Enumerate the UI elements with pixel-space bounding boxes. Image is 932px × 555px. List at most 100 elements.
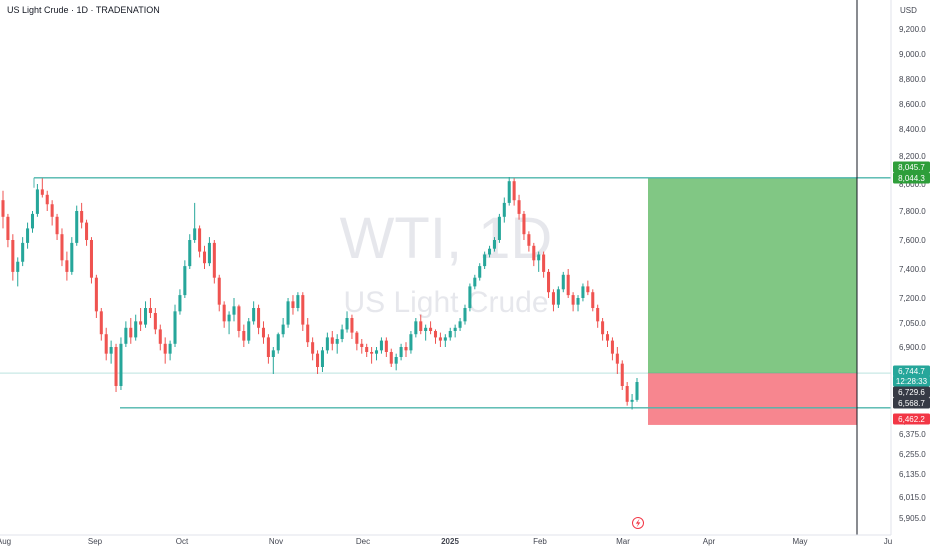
- lightning-icon[interactable]: [632, 517, 644, 529]
- range-box[interactable]: [33, 177, 891, 409]
- y-tick-label: 7,200.0: [899, 294, 926, 303]
- candle: [537, 251, 541, 272]
- y-tick-label: 8,600.0: [899, 100, 926, 109]
- candle-body: [89, 240, 93, 278]
- candle: [207, 237, 211, 267]
- currency-label: USD: [900, 6, 917, 15]
- stop-zone: [648, 373, 857, 425]
- candle: [247, 318, 251, 344]
- badge-target-high-bg: [893, 161, 930, 173]
- price-axis[interactable]: USD 9,200.0 9,000.0 8,800.0 8,600.0 8,400.0 8,…: [890, 0, 932, 535]
- x-tick-label: Mar: [616, 537, 630, 546]
- candle: [517, 194, 521, 220]
- candle-body: [473, 277, 477, 287]
- candle-body: [635, 382, 639, 400]
- candle: [94, 274, 98, 318]
- x-tick-label: May: [792, 537, 807, 546]
- candle-body: [30, 213, 35, 229]
- candle-body: [497, 216, 501, 240]
- candle: [581, 283, 585, 302]
- candle: [227, 311, 231, 335]
- candle-body: [26, 228, 30, 243]
- candle: [183, 260, 187, 298]
- candle-body: [1, 200, 5, 217]
- candle: [85, 219, 89, 246]
- candle: [370, 347, 374, 364]
- candle: [114, 343, 118, 392]
- x-tick-label: Dec: [356, 537, 370, 546]
- y-tick-label: 7,800.0: [899, 207, 926, 216]
- candle: [60, 228, 64, 267]
- candle-body: [581, 286, 585, 298]
- candle: [527, 231, 531, 252]
- candle: [266, 334, 270, 364]
- candle-body: [55, 216, 59, 235]
- candle: [35, 184, 39, 217]
- candle-body: [384, 340, 388, 352]
- candle: [350, 314, 354, 339]
- candle-body: [173, 311, 177, 344]
- candle-body: [615, 353, 619, 364]
- candle-body: [468, 286, 472, 308]
- candle-body: [45, 194, 49, 205]
- candle-body: [109, 347, 113, 354]
- candle: [335, 334, 339, 354]
- candle: [345, 311, 349, 333]
- candle-body: [374, 350, 379, 354]
- y-tick-label: 9,000.0: [899, 50, 926, 59]
- badge-current-bg: [893, 386, 930, 398]
- candle-body: [193, 228, 197, 240]
- candle-body: [438, 337, 442, 341]
- candle-body: [551, 292, 555, 305]
- candle: [158, 324, 162, 351]
- candle: [330, 331, 334, 351]
- y-tick-label: 8,400.0: [899, 125, 926, 134]
- candle-body: [276, 334, 280, 351]
- x-tick-label: Ju: [884, 537, 892, 546]
- candle-body: [232, 306, 236, 315]
- candle: [522, 211, 526, 240]
- candle: [458, 318, 462, 331]
- candle: [148, 298, 152, 318]
- candle: [212, 240, 216, 284]
- long-position-tool[interactable]: [0, 177, 891, 425]
- candle: [379, 337, 383, 354]
- candle: [438, 332, 442, 347]
- candle: [6, 213, 10, 248]
- candle: [443, 334, 447, 347]
- candle-body: [306, 324, 310, 343]
- candle-body: [365, 347, 369, 352]
- candle: [21, 237, 25, 267]
- candle: [424, 324, 428, 341]
- candle-body: [99, 311, 103, 335]
- candle-body: [237, 306, 241, 331]
- badge-target-bg: [893, 172, 930, 184]
- candle: [630, 394, 634, 410]
- candle: [261, 321, 266, 344]
- candle: [483, 251, 487, 269]
- candle: [399, 343, 403, 361]
- candle: [306, 318, 310, 347]
- candle-body: [483, 254, 487, 267]
- candle: [542, 251, 546, 278]
- candle: [99, 308, 103, 341]
- candle-body: [153, 313, 157, 330]
- candle-body: [242, 331, 246, 341]
- candle-body: [448, 331, 452, 338]
- badge-target-high: 8,045.7: [898, 163, 925, 172]
- candle-body: [527, 234, 531, 246]
- candle-body: [610, 340, 614, 354]
- candle: [419, 314, 423, 335]
- candle-body: [556, 289, 560, 305]
- candle: [502, 197, 506, 223]
- candle-body: [458, 321, 462, 328]
- candle: [605, 331, 610, 347]
- candle-body: [404, 347, 408, 351]
- time-axis[interactable]: Aug Sep Oct Nov Dec 2025 Feb Mar Apr May Ju: [0, 534, 932, 550]
- candle-body: [591, 292, 595, 308]
- candle-body: [257, 308, 261, 328]
- candle: [193, 202, 197, 243]
- candle: [429, 321, 433, 335]
